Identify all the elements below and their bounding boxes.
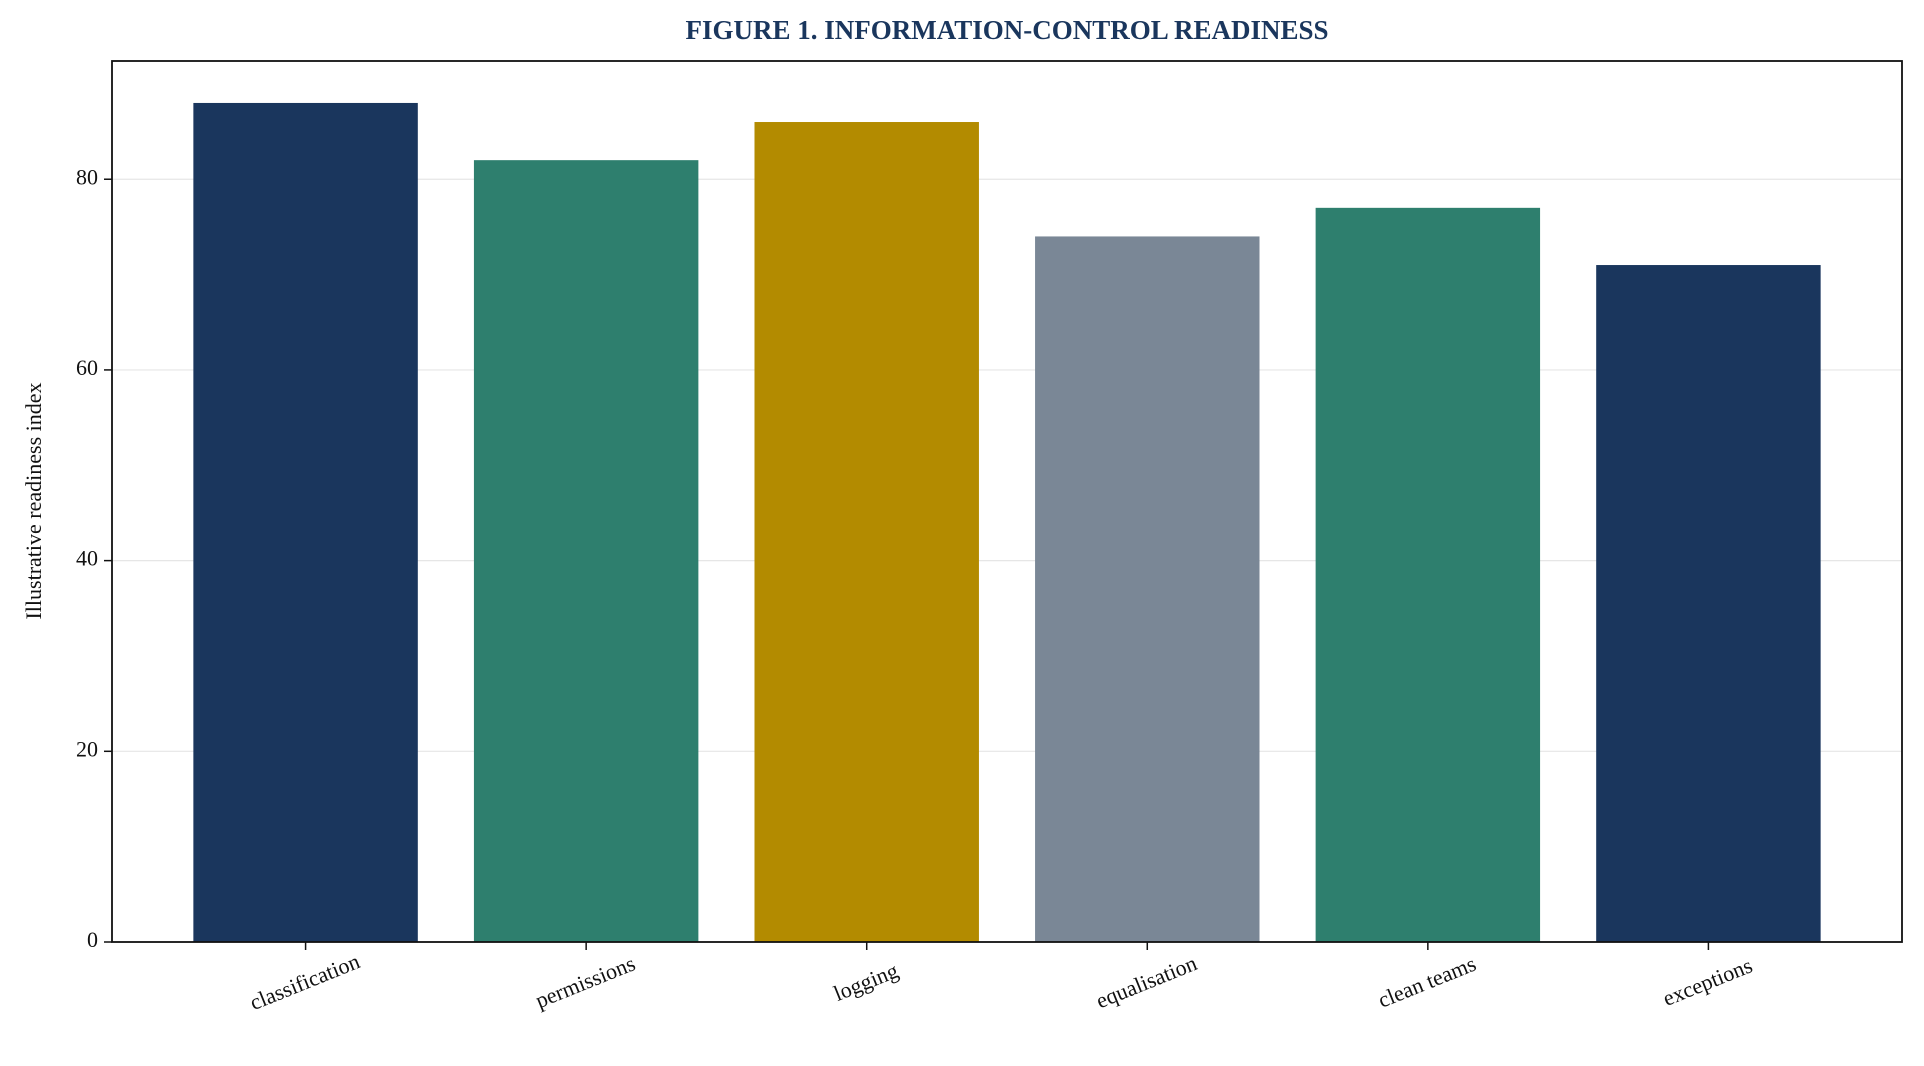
y-tick-label: 0 [87, 927, 98, 952]
bar [754, 122, 979, 942]
x-tick-label: equalisation [1092, 950, 1200, 1013]
plot-frame [111, 60, 1903, 943]
chart-title: FIGURE 1. INFORMATION-CONTROL READINESS [685, 15, 1328, 45]
bar [1596, 265, 1821, 942]
y-tick-label: 60 [76, 355, 98, 380]
x-tick-label: permissions [532, 950, 639, 1013]
bar [473, 160, 699, 943]
bar [193, 102, 418, 942]
x-tick-label: classification [246, 948, 363, 1015]
x-tick-label: logging [830, 958, 902, 1006]
y-tick-label: 40 [76, 546, 98, 571]
y-tick-label: 80 [76, 164, 98, 189]
y-axis-label: Illustrative readiness index [21, 382, 46, 619]
bar [1035, 236, 1260, 942]
x-tick-label: clean teams [1374, 951, 1479, 1013]
x-tick-label: exceptions [1659, 953, 1756, 1011]
y-tick-label: 20 [76, 736, 98, 761]
bar [1315, 207, 1541, 943]
